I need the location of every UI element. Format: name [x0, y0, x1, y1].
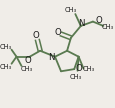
Text: CH₃: CH₃ — [69, 74, 81, 80]
Polygon shape — [66, 38, 70, 52]
Text: N: N — [78, 19, 84, 28]
Text: CH₃: CH₃ — [82, 66, 94, 72]
Text: O: O — [95, 16, 101, 25]
Text: CH₃: CH₃ — [64, 7, 76, 13]
Text: CH₃: CH₃ — [0, 44, 12, 50]
Text: O: O — [33, 31, 39, 40]
Text: N: N — [48, 53, 55, 62]
Text: CH₃: CH₃ — [20, 66, 33, 72]
Text: CH₃: CH₃ — [0, 64, 12, 70]
Text: O: O — [54, 28, 61, 37]
Text: O: O — [75, 64, 82, 73]
Text: O: O — [24, 56, 31, 65]
Text: CH₃: CH₃ — [100, 24, 112, 30]
